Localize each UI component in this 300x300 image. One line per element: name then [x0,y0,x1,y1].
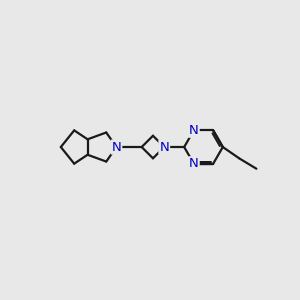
Text: N: N [159,140,169,154]
Text: N: N [189,157,199,170]
Text: N: N [189,124,199,137]
Text: N: N [112,140,121,154]
